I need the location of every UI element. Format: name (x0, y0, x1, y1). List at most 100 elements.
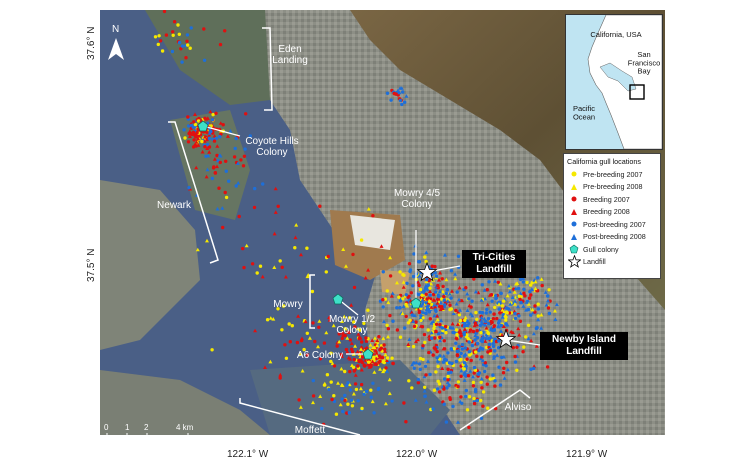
gull-location-point (343, 327, 347, 331)
gull-location-point (385, 323, 389, 327)
gull-location-point (495, 353, 500, 357)
gull-location-point (433, 308, 438, 312)
gull-location-point (252, 205, 257, 210)
gull-location-point (362, 363, 366, 367)
legend-item-label: Pre-breeding 2007 (583, 169, 643, 179)
gull-location-point (459, 334, 463, 338)
gull-location-point (529, 283, 533, 287)
gull-location-point (388, 313, 392, 318)
gull-location-point (437, 294, 441, 299)
gull-location-point (348, 388, 353, 392)
gull-location-point (424, 250, 429, 255)
gull-location-point (347, 382, 352, 387)
gull-location-point (351, 365, 356, 369)
gull-location-point (465, 408, 470, 412)
gull-location-point (223, 29, 227, 33)
gull-location-point (483, 323, 488, 327)
gull-location-point (325, 373, 330, 377)
gull-location-point (330, 361, 335, 366)
gull-location-point (202, 27, 206, 31)
gull-location-point (244, 243, 249, 248)
gull-location-point (433, 336, 437, 340)
gull-location-point (536, 317, 541, 322)
gull-location-point (386, 334, 390, 339)
gull-location-point (459, 395, 463, 399)
gull-location-point (326, 254, 330, 259)
gull-location-point (350, 404, 355, 408)
gull-locations (153, 10, 559, 430)
gull-location-point (485, 288, 489, 292)
gull-location-point (327, 387, 331, 391)
gull-location-point (487, 321, 491, 326)
gull-location-point (232, 155, 237, 159)
gull-location-point (386, 327, 391, 331)
south-ponds (250, 360, 450, 435)
gull-location-point (457, 285, 462, 290)
gull-location-point (480, 337, 484, 341)
gull-location-point (454, 359, 459, 364)
gull-location-point (375, 338, 380, 343)
gull-location-point (348, 369, 352, 374)
gull-location-point (432, 326, 436, 331)
legend-item: Gull colony (567, 243, 657, 256)
gull-location-point (441, 354, 446, 358)
gull-location-point (372, 370, 377, 374)
gull-location-point (214, 111, 218, 116)
gull-location-point (243, 147, 247, 151)
gull-location-point (465, 308, 470, 312)
gull-location-point (207, 131, 212, 135)
gull-location-point (376, 387, 380, 391)
gull-location-point (218, 121, 223, 125)
gull-location-point (316, 344, 320, 349)
gull-location-point (188, 46, 192, 50)
gull-location-point (525, 280, 529, 285)
gull-location-point (516, 326, 521, 331)
gull-location-point (449, 347, 453, 351)
gull-location-point (324, 330, 329, 335)
gull-location-point (498, 383, 503, 387)
gull-location-point (276, 204, 280, 208)
gull-location-point (363, 275, 368, 280)
gull-location-point (412, 313, 417, 318)
gull-location-point (500, 315, 505, 319)
gull-location-point (502, 376, 507, 380)
gull-location-point (234, 136, 238, 141)
gull-location-point (265, 318, 270, 322)
gull-location-point (345, 349, 350, 354)
gull-location-point (343, 369, 347, 374)
tri-cities-landfill-marker (416, 261, 438, 282)
gull-location-point (422, 389, 427, 393)
gull-location-point (434, 322, 439, 326)
eden-marsh (145, 10, 270, 105)
gull-location-point (207, 145, 212, 149)
gull-location-point (495, 316, 499, 321)
gull-location-point (241, 164, 246, 168)
gull-location-point (451, 326, 456, 330)
gull-location-point (406, 321, 411, 325)
legend-item: Breeding 2008 (567, 206, 657, 219)
gull-location-point (544, 303, 549, 307)
newby-island-landfill-callout: Newby Island Landfill (540, 332, 628, 360)
gull-location-point (407, 262, 412, 266)
gull-location-point (437, 382, 442, 386)
legend-item: Post-breeding 2007 (567, 218, 657, 231)
gull-location-point (475, 336, 480, 340)
gull-location-point (417, 283, 421, 288)
gull-location-point (437, 278, 441, 282)
gull-location-point (417, 260, 421, 264)
gull-location-point (426, 359, 430, 363)
gull-location-point (207, 150, 212, 154)
gull-location-point (429, 330, 434, 335)
gull-location-point (421, 344, 425, 348)
gull-location-point (465, 333, 469, 337)
gull-location-point (318, 357, 323, 361)
gull-location-point (459, 368, 464, 373)
gull-location-point (442, 402, 446, 406)
legend-item-label: Post-breeding 2007 (583, 219, 646, 229)
gull-location-point (479, 319, 484, 323)
lon-label-122-0: 122.0° W (396, 449, 438, 460)
gull-location-point (408, 268, 413, 272)
gull-location-point (455, 322, 460, 326)
gull-location-point (448, 307, 452, 312)
gull-location-point (501, 354, 506, 359)
